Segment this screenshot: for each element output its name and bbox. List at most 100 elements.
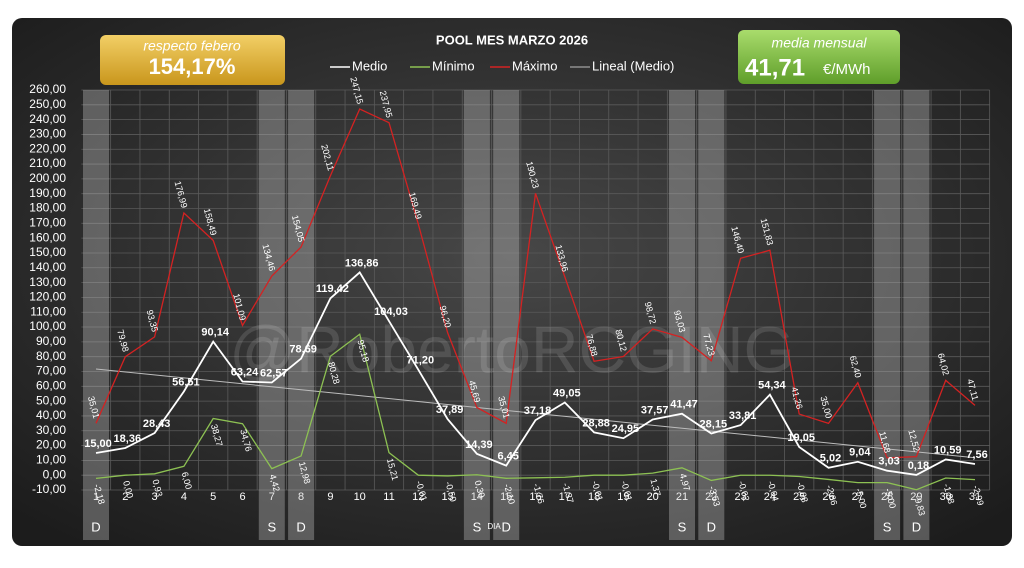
day-band bbox=[288, 90, 315, 540]
value-label: 0,30 bbox=[473, 479, 487, 499]
kpi-left-box bbox=[100, 35, 285, 85]
y-tick-label: 100,00 bbox=[29, 319, 66, 333]
x-tick-label: 29 bbox=[910, 491, 922, 503]
value-label: 1,37 bbox=[648, 478, 662, 498]
value-label: 10,59 bbox=[934, 444, 962, 456]
series-line bbox=[95, 333, 976, 491]
value-label: 28,43 bbox=[143, 418, 171, 430]
day-band bbox=[83, 90, 109, 540]
y-tick-label: 220,00 bbox=[29, 141, 66, 155]
y-tick-label: 20,00 bbox=[36, 438, 66, 452]
value-label: 63,24 bbox=[231, 366, 259, 378]
value-label: 41,47 bbox=[670, 399, 698, 411]
value-label: 71,20 bbox=[407, 355, 435, 367]
x-tick-label: 28 bbox=[881, 491, 893, 503]
y-tick-label: 80,00 bbox=[36, 349, 66, 363]
y-tick-label: 110,00 bbox=[30, 304, 66, 318]
value-label: 18,36 bbox=[114, 433, 142, 445]
day-marker-label: D bbox=[502, 519, 511, 534]
day-marker-label: D bbox=[296, 519, 305, 534]
day-marker-label: S bbox=[473, 519, 482, 534]
x-tick-label: 9 bbox=[327, 491, 333, 503]
value-label: 37,18 bbox=[524, 405, 552, 417]
y-tick-label: 90,00 bbox=[36, 334, 66, 348]
x-tick-label: 27 bbox=[852, 491, 864, 503]
day-band bbox=[698, 90, 725, 540]
x-tick-label: 22 bbox=[705, 491, 717, 503]
kpi-right-box bbox=[738, 30, 900, 84]
day-marker-label: S bbox=[883, 519, 892, 534]
x-tick-label: 20 bbox=[647, 491, 659, 503]
value-label: 6,45 bbox=[497, 451, 518, 463]
x-tick-label: 18 bbox=[588, 491, 600, 503]
day-band bbox=[903, 90, 930, 540]
x-tick-label: 3 bbox=[152, 491, 158, 503]
value-label: 6,00 bbox=[180, 471, 194, 491]
y-tick-label: 40,00 bbox=[36, 408, 66, 422]
y-tick-label: 150,00 bbox=[29, 245, 66, 259]
value-label: 62,57 bbox=[260, 367, 288, 379]
legend-label: Medio bbox=[352, 58, 387, 73]
x-tick-label: 1 bbox=[93, 491, 99, 503]
x-tick-label: 14 bbox=[471, 491, 483, 503]
value-label: 37,89 bbox=[436, 404, 464, 416]
x-tick-label: 8 bbox=[298, 491, 304, 503]
value-label: 33,81 bbox=[729, 410, 757, 422]
y-tick-label: 260,00 bbox=[29, 82, 66, 96]
kpi-right-label: media mensual bbox=[772, 35, 868, 51]
value-label: 4,97 bbox=[678, 472, 692, 492]
y-tick-label: 10,00 bbox=[36, 453, 66, 467]
value-label: 0,00 bbox=[121, 480, 135, 500]
value-label: 5,02 bbox=[820, 453, 841, 465]
x-tick-label: 16 bbox=[529, 491, 541, 503]
day-marker-label: D bbox=[912, 519, 921, 534]
value-label: 28,15 bbox=[700, 418, 728, 430]
y-tick-label: 210,00 bbox=[29, 156, 66, 170]
x-tick-label: 21 bbox=[676, 491, 688, 503]
value-label: 9,04 bbox=[849, 447, 871, 459]
value-label: 78,69 bbox=[289, 344, 317, 356]
x-tick-label: 19 bbox=[617, 491, 629, 503]
x-tick-label: 17 bbox=[559, 491, 571, 503]
value-label: 15,00 bbox=[84, 438, 112, 450]
grid: -10,000,0010,0020,0030,0040,0050,0060,00… bbox=[29, 82, 991, 503]
background bbox=[12, 18, 1012, 546]
y-tick-label: 240,00 bbox=[29, 112, 66, 126]
y-tick-label: 130,00 bbox=[29, 275, 66, 289]
x-tick-label: 10 bbox=[354, 491, 366, 503]
value-label: 136,86 bbox=[345, 257, 379, 269]
y-tick-label: 120,00 bbox=[29, 290, 66, 304]
y-tick-label: 30,00 bbox=[36, 423, 66, 437]
value-label: 19,05 bbox=[787, 432, 815, 444]
legend-label: Lineal (Medio) bbox=[592, 58, 674, 73]
x-tick-label: 15 bbox=[500, 491, 512, 503]
y-tick-label: 140,00 bbox=[29, 260, 66, 274]
y-tick-label: 230,00 bbox=[29, 127, 66, 141]
day-band bbox=[463, 90, 490, 540]
y-tick-label: 60,00 bbox=[36, 378, 66, 392]
series-line bbox=[95, 271, 976, 476]
x-tick-label: 13 bbox=[441, 491, 453, 503]
legend: Medio Mínimo Máximo Lineal (Medio) bbox=[330, 58, 674, 73]
y-tick-label: 250,00 bbox=[29, 97, 66, 111]
value-label: 37,57 bbox=[641, 404, 669, 416]
x-tick-label: 26 bbox=[822, 491, 834, 503]
legend-label: Máximo bbox=[512, 58, 558, 73]
value-label: 0,18 bbox=[908, 460, 929, 472]
value-label: 24,95 bbox=[612, 423, 640, 435]
day-marker-label: D bbox=[91, 519, 100, 534]
y-tick-label: 180,00 bbox=[29, 201, 66, 215]
x-tick-label: 2 bbox=[122, 491, 128, 503]
value-label: 3,03 bbox=[878, 456, 899, 468]
kpi-right-value: 41,71 bbox=[745, 54, 805, 81]
value-label: 90,14 bbox=[201, 327, 229, 339]
y-tick-label: 190,00 bbox=[29, 186, 66, 200]
value-label: 4,42 bbox=[268, 473, 282, 493]
value-label: 28,88 bbox=[582, 417, 610, 429]
x-tick-label: 31 bbox=[969, 491, 981, 503]
kpi-left-value: 154,17% bbox=[149, 54, 236, 79]
x-axis-title: DIA bbox=[487, 522, 501, 531]
